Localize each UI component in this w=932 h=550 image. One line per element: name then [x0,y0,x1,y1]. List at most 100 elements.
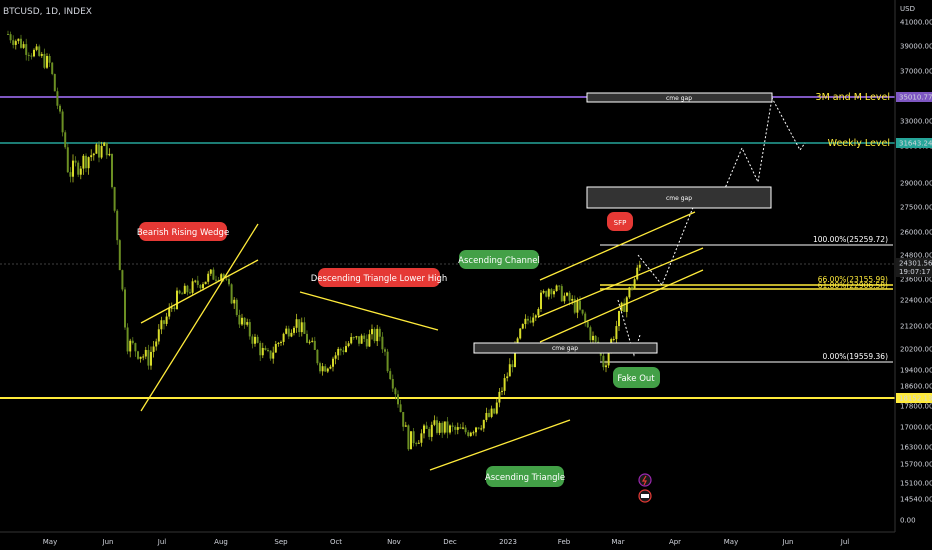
wedge-lower-line[interactable] [140,259,259,324]
time-tick-label: May [724,538,738,546]
candle-body [384,349,386,352]
candle-body [428,428,431,437]
candle-body [394,388,397,395]
candle-body [285,328,288,334]
label-weekly-level: Weekly Level [828,138,890,149]
candle-body [290,332,293,337]
candle-body [69,172,72,177]
candle-body [100,145,103,158]
candle-body [178,290,181,294]
candle-body [495,402,498,414]
label-bearish-rising-wedge[interactable]: Bearish Rising Wedge [137,222,229,241]
channel-mid-line[interactable] [537,247,704,318]
badge-31643[interactable]: 31643.24 [896,138,932,148]
badge-35010[interactable]: 35010.77 [896,92,932,102]
cme-gap-mid[interactable]: cme gap [586,186,772,209]
lightning-event-icon[interactable] [638,473,652,487]
candles-group [7,30,641,451]
ascending-triangle-line[interactable] [429,419,571,471]
candle-body [586,321,589,328]
channel-lower-line[interactable] [539,269,704,343]
candle-body [82,155,85,169]
candle-body [116,210,119,241]
label-sfp[interactable]: SFP [607,212,633,231]
candle-body [363,335,366,339]
candle-body [584,313,587,322]
candle-body [563,295,566,302]
candle-body [589,327,592,341]
candle-body [20,38,22,48]
label-descending-triangle[interactable]: Descending Triangle Lower High [311,268,448,287]
candle-body [391,379,394,389]
candle-body [342,350,345,352]
candle-body [196,280,199,285]
label-ascending-triangle-text: Ascending Triangle [485,473,565,483]
price-tick-label: 20200.00 [900,346,932,354]
candle-body [506,376,509,379]
label-descending-triangle-text: Descending Triangle Lower High [311,274,448,284]
candle-body [165,316,168,324]
wedge-upper-line[interactable] [140,223,259,412]
time-ticks[interactable]: May Jun Jul Aug Sep Oct Nov Dec 2023 Feb Mar Apr May… [43,538,850,546]
price-tick-label: 18600.00 [900,383,932,391]
candle-body [334,355,337,359]
candle-body [488,412,490,417]
candle-body [137,351,139,359]
label-ascending-channel[interactable]: Ascending Channel [458,250,540,269]
candle-body [209,269,212,274]
candle-body [233,299,236,304]
fakeout-path [617,299,641,357]
candle-body [339,348,342,351]
candle-body [451,425,454,427]
candle-body [469,432,472,437]
cme-gap-bottom[interactable]: cme gap [473,342,658,354]
candle-body [313,340,316,350]
candle-body [581,309,584,314]
candle-body [264,347,267,351]
candle-body [514,342,516,368]
candle-body [638,264,641,268]
candle-body [433,420,436,425]
time-tick-label: Apr [669,538,681,546]
candle-body [155,341,158,347]
descending-triangle-line[interactable] [299,291,439,331]
channel-upper-line[interactable] [539,211,696,281]
badge-current-price[interactable]: 24301.56 19:07:17 [896,258,932,277]
candle-body [92,153,95,156]
label-3m-m-level: 3M and M Level [816,92,890,103]
candle-body [475,427,477,433]
candle-body [332,358,334,367]
candle-body [316,349,319,364]
badge-31643-text: 31643.24 [899,140,932,148]
candle-body [308,341,311,343]
candle-body [399,404,402,413]
flag-event-icon[interactable] [638,489,652,503]
candle-body [298,319,301,333]
price-tick-label: 15700.00 [900,461,932,469]
badge-18152[interactable]: 18152.13 [896,393,932,403]
candle-body [139,356,142,359]
candle-body [519,328,522,339]
price-tick-label: 27500.00 [900,204,932,212]
candle-body [441,422,444,433]
symbol-title[interactable]: BTCUSD, 1D, INDEX [3,7,92,17]
candle-body [191,281,194,293]
label-fake-out[interactable]: Fake Out [613,367,660,388]
price-tick-label: 39000.00 [900,43,932,51]
candle-body [66,147,69,173]
candle-body [277,342,280,344]
cme-gap-top[interactable]: cme gap [586,92,773,103]
candle-body [176,290,178,309]
candle-body [30,55,33,57]
candle-body [256,336,259,343]
candle-body [337,348,340,356]
candle-body [352,337,355,339]
time-tick-label: Jul [157,538,167,546]
time-tick-label: Feb [558,538,571,546]
candle-body [27,54,30,56]
candle-body [607,350,610,366]
label-ascending-triangle[interactable]: Ascending Triangle [485,466,565,487]
candle-body [147,349,150,366]
candle-body [625,297,628,312]
